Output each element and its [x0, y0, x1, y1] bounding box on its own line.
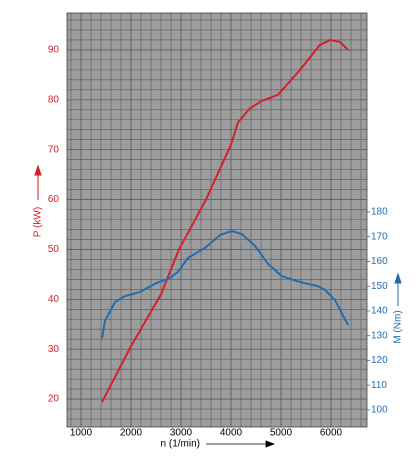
x-tick-label: 3000	[170, 428, 193, 439]
y2-axis-label: M (Nm)	[393, 310, 404, 343]
y2-tick-label: 140	[371, 306, 388, 317]
plot-area	[67, 13, 367, 427]
x-tick-label: 5000	[270, 428, 293, 439]
x-tick-label: 6000	[320, 428, 343, 439]
y2-tick-label: 130	[371, 330, 388, 341]
y2-tick-label: 160	[371, 256, 388, 267]
y2-tick-label: 180	[371, 207, 388, 218]
plot-frame	[66, 12, 368, 428]
y-tick-label: 70	[48, 144, 60, 155]
y-arrow	[34, 164, 42, 200]
grid	[67, 13, 367, 427]
y-tick-label: 40	[48, 294, 60, 305]
y-tick-label: 20	[48, 394, 60, 405]
x-tick-label: 4000	[220, 428, 243, 439]
y-tick-label: 50	[48, 244, 60, 255]
y2-tick-label: 110	[371, 380, 387, 391]
x-tick-label: 2000	[120, 428, 143, 439]
series-line	[101, 230, 349, 339]
y-tick-label: 80	[48, 94, 60, 105]
x-tick-label: 1000	[70, 428, 93, 439]
x-arrow	[206, 440, 276, 448]
y2-tick-label: 170	[371, 231, 388, 242]
y-tick-label: 30	[48, 344, 60, 355]
y2-tick-label: 120	[371, 355, 388, 366]
y2-tick-label: 150	[371, 281, 388, 292]
x-axis-label: n (1/min)	[161, 439, 200, 450]
y2-tick-label: 100	[371, 405, 388, 416]
y-tick-label: 60	[48, 194, 60, 205]
y-tick-label: 90	[48, 45, 60, 56]
y2-arrow	[394, 272, 402, 306]
y-axis-label: P (kW)	[33, 207, 44, 237]
